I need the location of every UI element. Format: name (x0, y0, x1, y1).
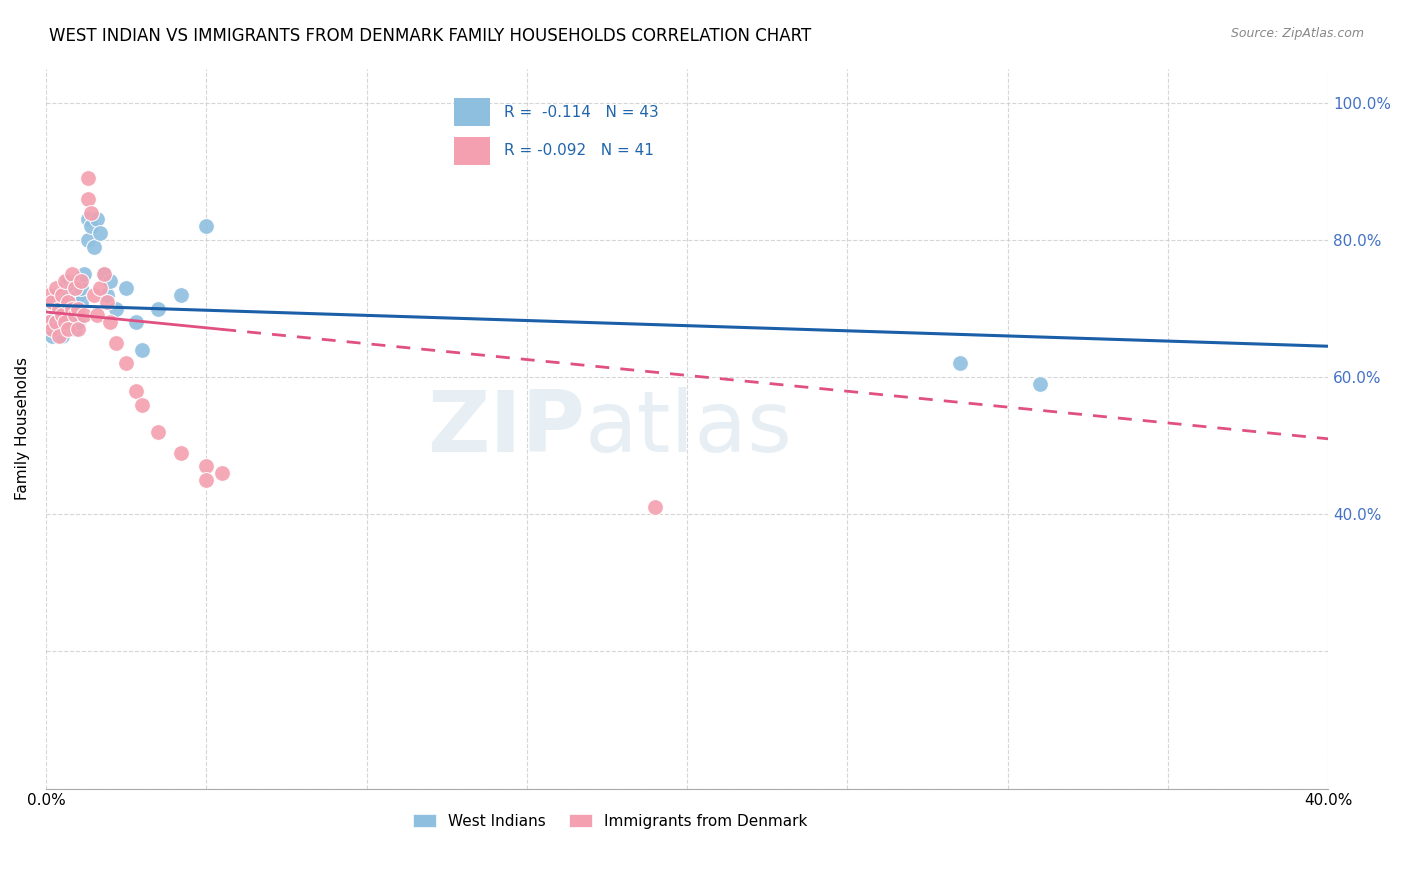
Point (115, 281, 138, 295)
Point (93, 267, 115, 281)
Point (38, 315, 60, 329)
Point (89, 226, 111, 240)
Point (86, 212, 108, 227)
Point (70, 281, 93, 295)
Point (48, 322, 70, 336)
Point (125, 384, 148, 398)
Point (86, 309, 108, 323)
Point (115, 356, 138, 370)
Point (211, 466, 233, 480)
Legend: West Indians, Immigrants from Denmark: West Indians, Immigrants from Denmark (406, 807, 814, 835)
Text: atlas: atlas (585, 387, 793, 470)
Point (948, 356, 970, 370)
Point (98, 315, 121, 329)
Point (73, 267, 96, 281)
Point (195, 459, 218, 474)
Point (66, 315, 89, 329)
Point (70, 274, 93, 288)
Point (48, 301, 70, 316)
Point (38, 288, 60, 302)
Point (98, 274, 121, 288)
Point (60, 294, 83, 309)
Point (169, 288, 191, 302)
Point (1028, 376, 1050, 391)
Point (60, 301, 83, 316)
Point (73, 309, 96, 323)
Point (63, 309, 86, 323)
Point (169, 445, 191, 459)
Point (41, 294, 63, 309)
Point (125, 315, 148, 329)
Point (93, 267, 115, 281)
Point (66, 288, 89, 302)
Text: Source: ZipAtlas.com: Source: ZipAtlas.com (1230, 27, 1364, 40)
Point (105, 335, 128, 350)
Point (80, 205, 103, 219)
Point (195, 219, 218, 234)
Point (60, 315, 83, 329)
Point (58, 294, 80, 309)
Point (60, 267, 83, 281)
Point (38, 315, 60, 329)
Point (131, 343, 153, 357)
Point (105, 301, 128, 316)
Point (51, 294, 73, 309)
Point (83, 288, 105, 302)
Point (70, 294, 93, 309)
Point (146, 425, 169, 439)
Point (195, 473, 218, 487)
Text: ZIP: ZIP (427, 387, 585, 470)
Point (146, 301, 169, 316)
Point (76, 212, 98, 227)
Point (51, 288, 73, 302)
Point (58, 322, 80, 336)
Point (53, 315, 76, 329)
Point (41, 322, 63, 336)
Point (45, 315, 67, 329)
Point (45, 288, 67, 302)
Point (41, 329, 63, 343)
Point (76, 171, 98, 186)
Point (48, 301, 70, 316)
Point (80, 219, 103, 234)
Point (644, 500, 666, 515)
Point (96, 294, 118, 309)
Point (51, 309, 73, 323)
Point (83, 240, 105, 254)
Point (58, 309, 80, 323)
Y-axis label: Family Households: Family Households (15, 357, 30, 500)
Point (66, 322, 89, 336)
Point (96, 288, 118, 302)
Point (89, 281, 111, 295)
Point (63, 301, 86, 316)
Point (63, 322, 86, 336)
Point (60, 281, 83, 295)
Point (63, 281, 86, 295)
Point (48, 329, 70, 343)
Point (53, 322, 76, 336)
Point (131, 398, 153, 412)
Point (58, 288, 80, 302)
Point (53, 301, 76, 316)
Point (51, 329, 73, 343)
Point (66, 309, 89, 323)
Point (76, 192, 98, 206)
Point (58, 274, 80, 288)
Text: WEST INDIAN VS IMMIGRANTS FROM DENMARK FAMILY HOUSEHOLDS CORRELATION CHART: WEST INDIAN VS IMMIGRANTS FROM DENMARK F… (49, 27, 811, 45)
Point (66, 301, 89, 316)
Point (45, 281, 67, 295)
Point (76, 233, 98, 247)
Point (53, 274, 76, 288)
Point (51, 315, 73, 329)
Point (45, 309, 67, 323)
